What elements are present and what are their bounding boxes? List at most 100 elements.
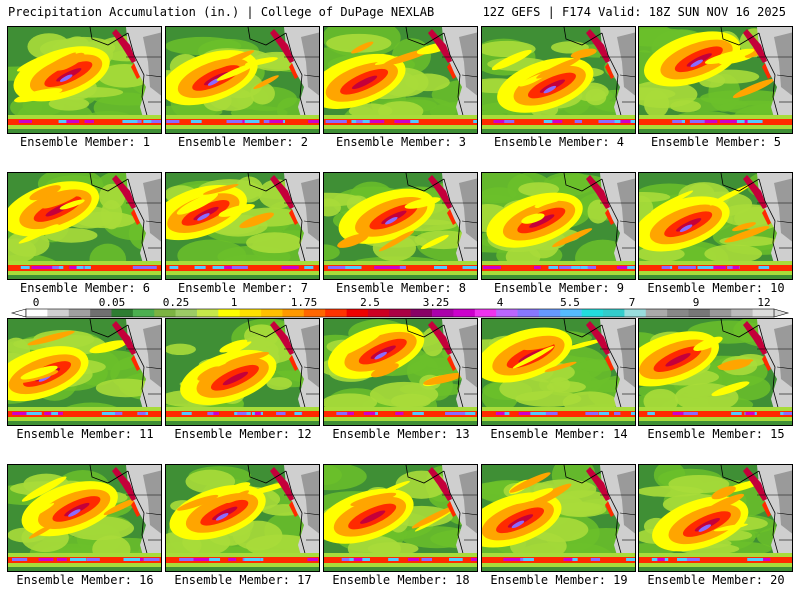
member-label: Ensemble Member: 3 bbox=[335, 135, 467, 149]
scale-arrow-left bbox=[10, 308, 27, 318]
member-map-3 bbox=[323, 26, 478, 134]
member-map-6 bbox=[7, 172, 162, 280]
member-label: Ensemble Member: 13 bbox=[332, 427, 470, 441]
scale-swatch bbox=[560, 309, 582, 317]
member-map-5 bbox=[638, 26, 793, 134]
member-map-19 bbox=[481, 464, 636, 572]
member-label: Ensemble Member: 10 bbox=[647, 281, 785, 295]
member-map-13 bbox=[323, 318, 478, 426]
member-label: Ensemble Member: 9 bbox=[493, 281, 625, 295]
member-label: Ensemble Member: 5 bbox=[650, 135, 782, 149]
scale-swatch bbox=[538, 309, 561, 317]
member-map-4 bbox=[481, 26, 636, 134]
scale-swatch bbox=[432, 309, 454, 317]
scale-swatch bbox=[410, 309, 433, 317]
scale-tick-label: 9 bbox=[693, 296, 700, 309]
scale-swatch bbox=[175, 309, 198, 317]
scale-tick-label: 4 bbox=[497, 296, 504, 309]
scale-swatch bbox=[453, 309, 476, 317]
scale-swatch bbox=[517, 309, 540, 317]
scale-swatch bbox=[731, 309, 753, 317]
member-label: Ensemble Member: 7 bbox=[177, 281, 309, 295]
member-map-14 bbox=[481, 318, 636, 426]
scale-swatch bbox=[346, 309, 369, 317]
scale-tick-label: 12 bbox=[757, 296, 770, 309]
precip-map bbox=[324, 319, 477, 425]
precip-map bbox=[8, 465, 161, 571]
member-label: Ensemble Member: 4 bbox=[493, 135, 625, 149]
scale-tick-label: 1.75 bbox=[291, 296, 318, 309]
run-info: 12Z GEFS | F174 Valid: 18Z SUN NOV 16 20… bbox=[482, 5, 786, 19]
precip-map bbox=[8, 319, 161, 425]
member-map-7 bbox=[165, 172, 320, 280]
precip-map bbox=[8, 27, 161, 133]
scale-swatch bbox=[752, 309, 775, 317]
scale-swatch bbox=[667, 309, 689, 317]
precip-map bbox=[8, 173, 161, 279]
scale-arrow-right bbox=[773, 308, 790, 318]
member-label: Ensemble Member: 20 bbox=[647, 573, 785, 587]
scale-swatch bbox=[239, 309, 262, 317]
member-map-17 bbox=[165, 464, 320, 572]
scale-swatch bbox=[581, 309, 604, 317]
member-label: Ensemble Member: 2 bbox=[177, 135, 309, 149]
scale-swatch bbox=[603, 309, 625, 317]
member-map-11 bbox=[7, 318, 162, 426]
member-label: Ensemble Member: 14 bbox=[490, 427, 628, 441]
member-map-16 bbox=[7, 464, 162, 572]
member-map-15 bbox=[638, 318, 793, 426]
scale-tick-label: 0.05 bbox=[99, 296, 126, 309]
scale-swatch bbox=[474, 309, 497, 317]
member-label: Ensemble Member: 11 bbox=[16, 427, 154, 441]
scale-swatch bbox=[196, 309, 219, 317]
precip-map bbox=[166, 173, 319, 279]
scale-swatch bbox=[261, 309, 283, 317]
scale-swatch bbox=[218, 309, 241, 317]
precip-map bbox=[166, 465, 319, 571]
scale-swatch bbox=[282, 309, 305, 317]
scale-tick-label: 7 bbox=[629, 296, 636, 309]
scale-tick-label: 5.5 bbox=[560, 296, 580, 309]
scale-swatch bbox=[645, 309, 668, 317]
precip-map bbox=[324, 173, 477, 279]
member-label: Ensemble Member: 18 bbox=[332, 573, 470, 587]
scale-swatch bbox=[111, 309, 134, 317]
scale-swatch bbox=[367, 309, 390, 317]
member-map-20 bbox=[638, 464, 793, 572]
scale-swatch bbox=[47, 309, 70, 317]
scale-swatch bbox=[132, 309, 155, 317]
scale-tick-label: 0 bbox=[33, 296, 40, 309]
member-map-12 bbox=[165, 318, 320, 426]
member-map-18 bbox=[323, 464, 478, 572]
member-map-9 bbox=[481, 172, 636, 280]
member-label: Ensemble Member: 17 bbox=[174, 573, 312, 587]
scale-swatch bbox=[154, 309, 176, 317]
precip-map bbox=[324, 465, 477, 571]
member-label: Ensemble Member: 16 bbox=[16, 573, 154, 587]
scale-swatch bbox=[688, 309, 711, 317]
scale-swatch bbox=[26, 309, 48, 317]
scale-swatch bbox=[325, 309, 347, 317]
member-label: Ensemble Member: 15 bbox=[647, 427, 785, 441]
member-label: Ensemble Member: 1 bbox=[19, 135, 151, 149]
member-label: Ensemble Member: 6 bbox=[19, 281, 151, 295]
scale-tick-label: 1 bbox=[231, 296, 238, 309]
page-title: Precipitation Accumulation (in.) | Colle… bbox=[8, 5, 435, 19]
precip-map bbox=[166, 27, 319, 133]
precip-map bbox=[482, 173, 635, 279]
scale-swatch bbox=[68, 309, 91, 317]
member-map-2 bbox=[165, 26, 320, 134]
precip-map bbox=[482, 465, 635, 571]
precip-map bbox=[324, 27, 477, 133]
scale-swatch bbox=[90, 309, 112, 317]
scale-swatch bbox=[709, 309, 732, 317]
precip-map bbox=[639, 173, 792, 279]
member-label: Ensemble Member: 19 bbox=[490, 573, 628, 587]
scale-tick-label: 3.25 bbox=[423, 296, 450, 309]
color-scale-bar: 0 0.05 0.25 1 1.75 2.5 3.25 4 5.5 7 9 12 bbox=[10, 296, 790, 318]
precip-map bbox=[166, 319, 319, 425]
member-label: Ensemble Member: 8 bbox=[335, 281, 467, 295]
precip-map bbox=[639, 319, 792, 425]
scale-swatch bbox=[496, 309, 518, 317]
scale-swatch bbox=[389, 309, 411, 317]
